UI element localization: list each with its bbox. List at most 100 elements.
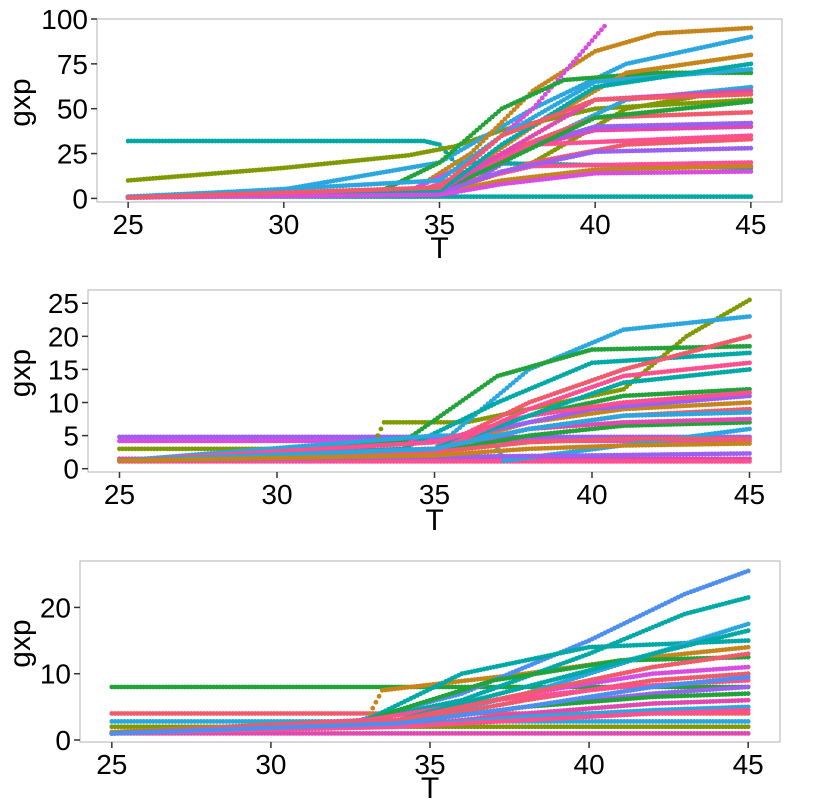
data-point — [542, 91, 548, 97]
data-point — [748, 99, 754, 104]
data-point — [748, 66, 754, 72]
data-point — [443, 149, 449, 155]
data-point — [577, 52, 583, 58]
data-point — [446, 152, 452, 157]
data-point — [589, 38, 595, 43]
x-axis-title: T — [430, 232, 448, 265]
data-point — [471, 130, 477, 136]
data-point — [493, 126, 498, 131]
data-point — [748, 163, 754, 169]
data-point — [474, 144, 480, 150]
data-point — [483, 119, 489, 125]
data-point — [521, 114, 526, 120]
data-point — [748, 136, 754, 142]
data-point — [539, 95, 545, 101]
data-point — [462, 138, 467, 144]
data-point — [474, 127, 480, 133]
data-point — [748, 25, 754, 31]
data-point — [443, 154, 449, 160]
data-point — [499, 119, 505, 125]
data-point — [586, 41, 592, 47]
data-point — [583, 45, 589, 51]
data-point — [748, 91, 754, 97]
data-point — [561, 70, 567, 76]
data-point — [748, 88, 754, 94]
data-point — [748, 133, 754, 139]
data-point — [748, 169, 754, 174]
x-tick-label: 45 — [735, 209, 766, 240]
data-point — [530, 106, 536, 112]
data-point — [592, 34, 598, 40]
data-point — [496, 109, 502, 114]
x-tick-label: 35 — [424, 209, 455, 240]
data-layer — [117, 297, 752, 464]
series-24 — [125, 91, 754, 200]
data-point — [536, 99, 542, 104]
y-tick-label: 0 — [72, 183, 88, 214]
data-point — [496, 122, 502, 128]
data-point — [748, 70, 754, 76]
data-point — [748, 52, 754, 58]
data-point — [471, 148, 477, 153]
data-point — [486, 132, 492, 138]
data-point — [480, 122, 486, 128]
y-tick-label: 100 — [41, 4, 88, 35]
data-point — [490, 129, 495, 134]
data-point — [465, 135, 470, 141]
data-point — [502, 116, 508, 122]
data-point — [748, 194, 754, 200]
y-tick-label: 25 — [57, 139, 88, 170]
data-point — [748, 160, 754, 165]
data-point — [477, 141, 483, 147]
data-point — [567, 63, 573, 69]
data-point — [533, 102, 539, 108]
data-point — [437, 142, 442, 147]
data-point — [493, 111, 498, 117]
data-point — [748, 84, 754, 90]
data-point — [440, 157, 446, 163]
data-point — [511, 107, 517, 112]
data-point — [483, 135, 489, 141]
data-point — [748, 145, 754, 151]
data-point — [748, 120, 754, 126]
data-point — [486, 117, 492, 122]
data-point — [449, 149, 455, 155]
data-point — [480, 138, 486, 144]
data-point — [595, 30, 601, 36]
data-point — [437, 160, 442, 165]
series-23 — [125, 169, 754, 200]
data-point — [748, 124, 754, 130]
data-point — [527, 109, 533, 114]
data-point — [468, 133, 474, 139]
data-point — [524, 111, 530, 117]
data-point — [477, 125, 483, 130]
data-point — [455, 143, 461, 149]
data-point — [514, 104, 520, 109]
data-layer — [125, 23, 754, 200]
data-point — [514, 119, 520, 125]
y-tick-label: 50 — [57, 94, 88, 125]
x-tick-label: 25 — [113, 209, 144, 240]
data-point — [458, 141, 464, 147]
x-tick-label: 40 — [580, 209, 611, 240]
x-tick-label: 30 — [268, 209, 299, 240]
data-point — [748, 34, 754, 40]
data-point — [558, 74, 564, 79]
data-point — [574, 56, 579, 61]
data-point — [508, 110, 514, 116]
data-point — [490, 114, 495, 120]
data-point — [602, 23, 607, 29]
y-axis-title: gxp — [4, 78, 37, 126]
y-tick-label: 75 — [57, 49, 88, 80]
data-point — [599, 27, 604, 33]
data-point — [570, 59, 576, 65]
data-point — [748, 109, 754, 115]
data-point — [564, 66, 570, 72]
data-point — [518, 117, 523, 122]
data-point — [452, 146, 458, 152]
data-point — [748, 61, 754, 67]
data-point — [505, 113, 511, 119]
